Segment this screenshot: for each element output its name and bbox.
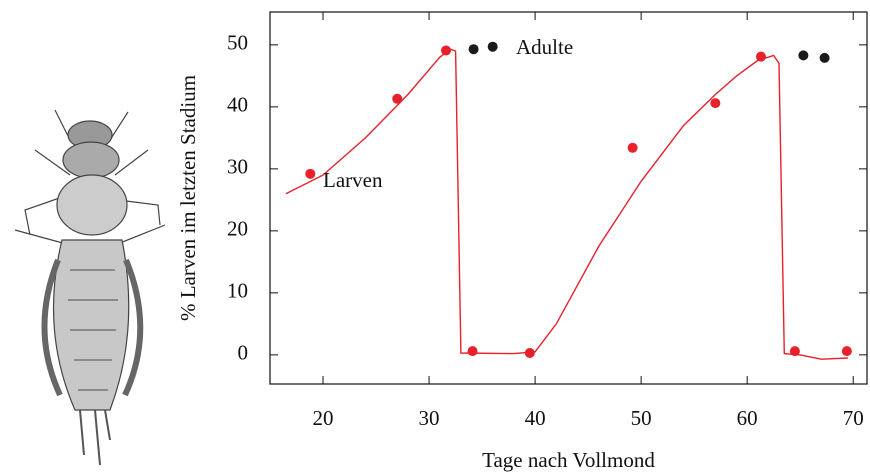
annotation: Larven	[323, 168, 383, 192]
point	[841, 346, 852, 357]
point	[441, 45, 452, 56]
point	[819, 52, 830, 63]
point	[789, 346, 800, 357]
point	[467, 346, 478, 357]
trend-line	[285, 48, 848, 360]
point	[487, 41, 498, 52]
point	[710, 98, 721, 109]
x-tick-label: 60	[737, 406, 758, 430]
point	[627, 142, 638, 153]
y-tick-label: 0	[238, 341, 249, 365]
y-tick-label: 10	[227, 279, 248, 303]
y-tick-label: 50	[227, 31, 248, 55]
x-tick-label: 70	[843, 406, 864, 430]
annotation: Adulte	[516, 35, 573, 59]
point	[305, 168, 316, 179]
insect-illustration	[14, 109, 166, 466]
x-tick-label: 50	[631, 406, 652, 430]
x-axis-label: Tage nach Vollmond	[482, 448, 655, 472]
point	[468, 44, 479, 55]
y-tick-label: 40	[227, 93, 248, 117]
point	[392, 93, 403, 104]
y-tick-label: 30	[227, 155, 248, 179]
point	[524, 348, 535, 358]
x-tick-label: 30	[419, 406, 440, 430]
y-axis-label: % Larven im letzten Stadium	[176, 75, 200, 321]
plot-frame	[269, 11, 868, 385]
point	[755, 51, 766, 62]
point	[798, 50, 809, 61]
y-tick-label: 20	[227, 217, 248, 241]
x-tick-label: 40	[525, 406, 546, 430]
x-tick-label: 20	[313, 406, 334, 430]
